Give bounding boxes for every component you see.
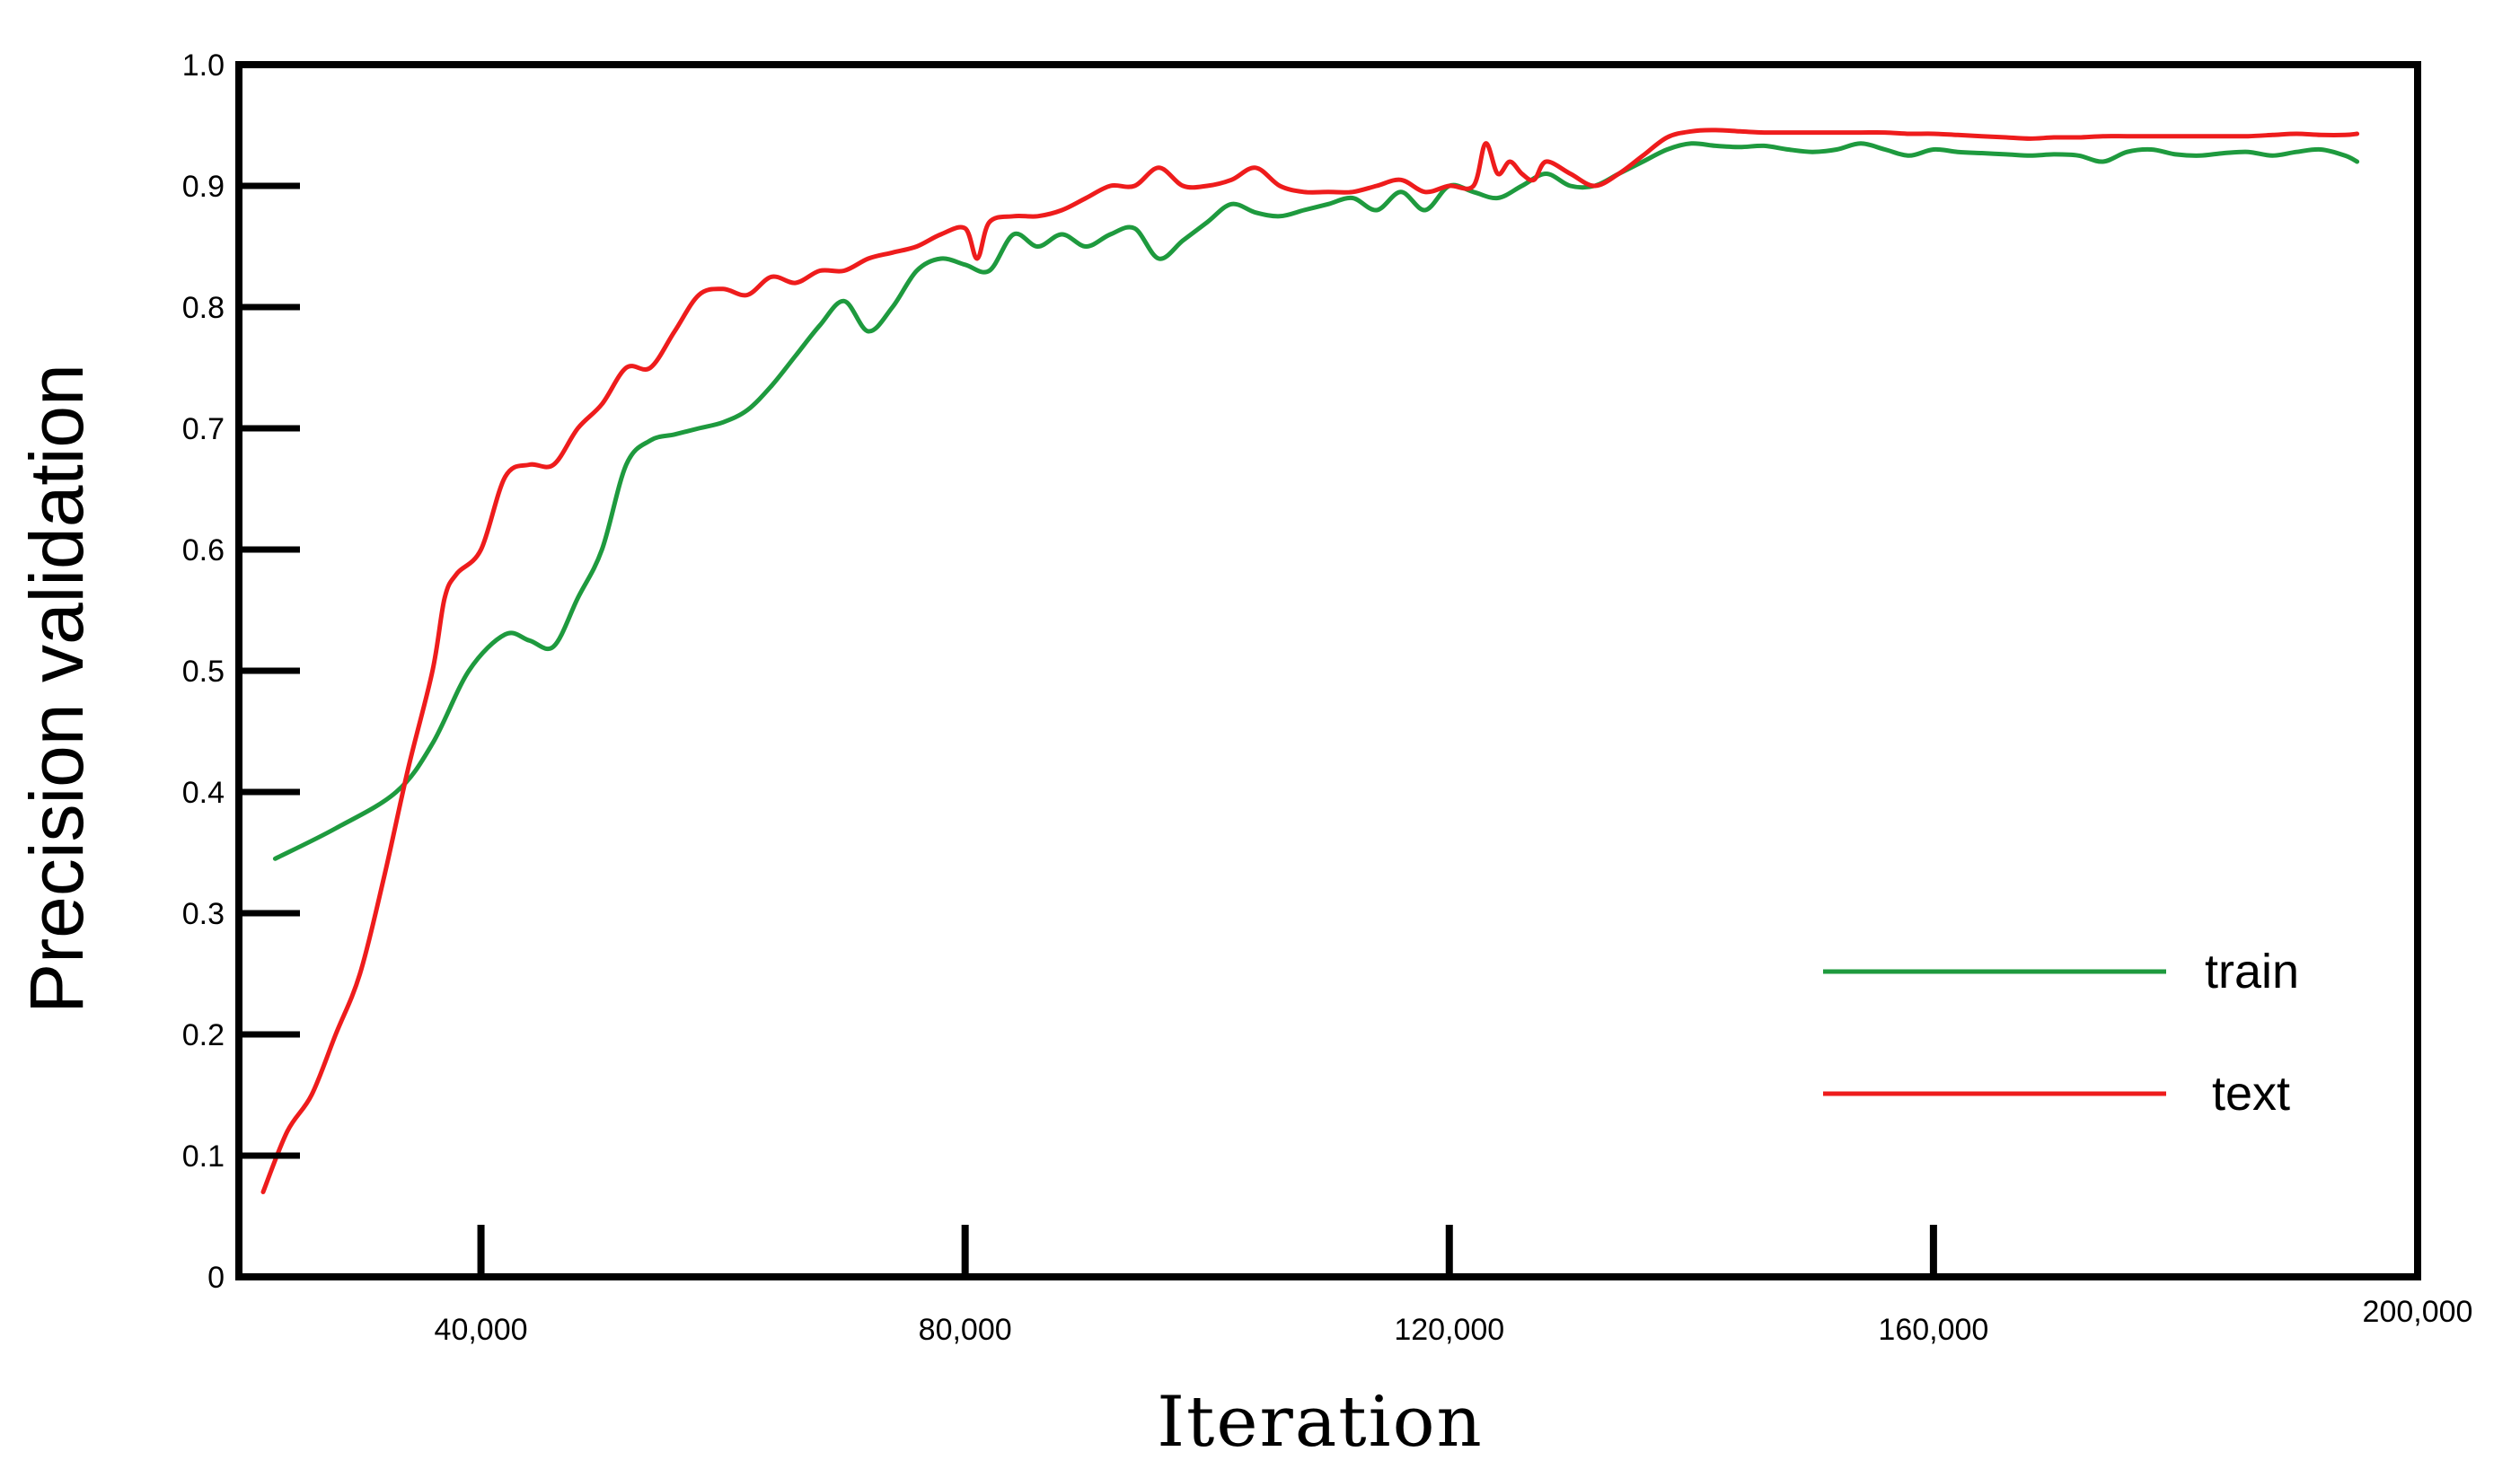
y-tick-label: 1.0: [182, 48, 225, 83]
y-tick-label: 0.5: [182, 655, 225, 689]
legend-label-train: train: [2205, 945, 2299, 999]
y-axis-label: Precision validation: [14, 364, 99, 1014]
y-tick-label: 0.9: [182, 170, 225, 204]
y-tick-label: 0.1: [182, 1139, 225, 1174]
y-axis-ticks: 0 0.1 0.2 0.3 0.4 0.5 0.6 0.7 0.8 0.9 1.0: [182, 48, 300, 1295]
x-tick-label: 80,000: [919, 1313, 1012, 1347]
y-tick-label: 0.4: [182, 776, 225, 810]
series-lines: [260, 128, 2360, 1194]
y-tick-label: 0.2: [182, 1018, 225, 1052]
y-tick-label: 0.3: [182, 897, 225, 931]
legend-label-text: text: [2212, 1067, 2290, 1121]
x-tick-label: 160,000: [1878, 1313, 1988, 1347]
series-line-train: [272, 141, 2360, 861]
series-line-text: [260, 128, 2360, 1194]
y-tick-label: 0: [207, 1261, 225, 1295]
y-tick-label: 0.7: [182, 412, 225, 446]
x-tick-label: 40,000: [435, 1313, 528, 1347]
x-tick-label: 120,000: [1394, 1313, 1504, 1347]
x-tick-label: 200,000: [2363, 1295, 2473, 1329]
legend: train text: [1823, 945, 2299, 1121]
x-axis-ticks: 40,000 80,000 120,000 160,000 200,000: [435, 1225, 2473, 1347]
y-tick-label: 0.8: [182, 291, 225, 325]
y-tick-label: 0.6: [182, 533, 225, 567]
x-axis-label: Iteration: [1157, 1382, 1484, 1463]
